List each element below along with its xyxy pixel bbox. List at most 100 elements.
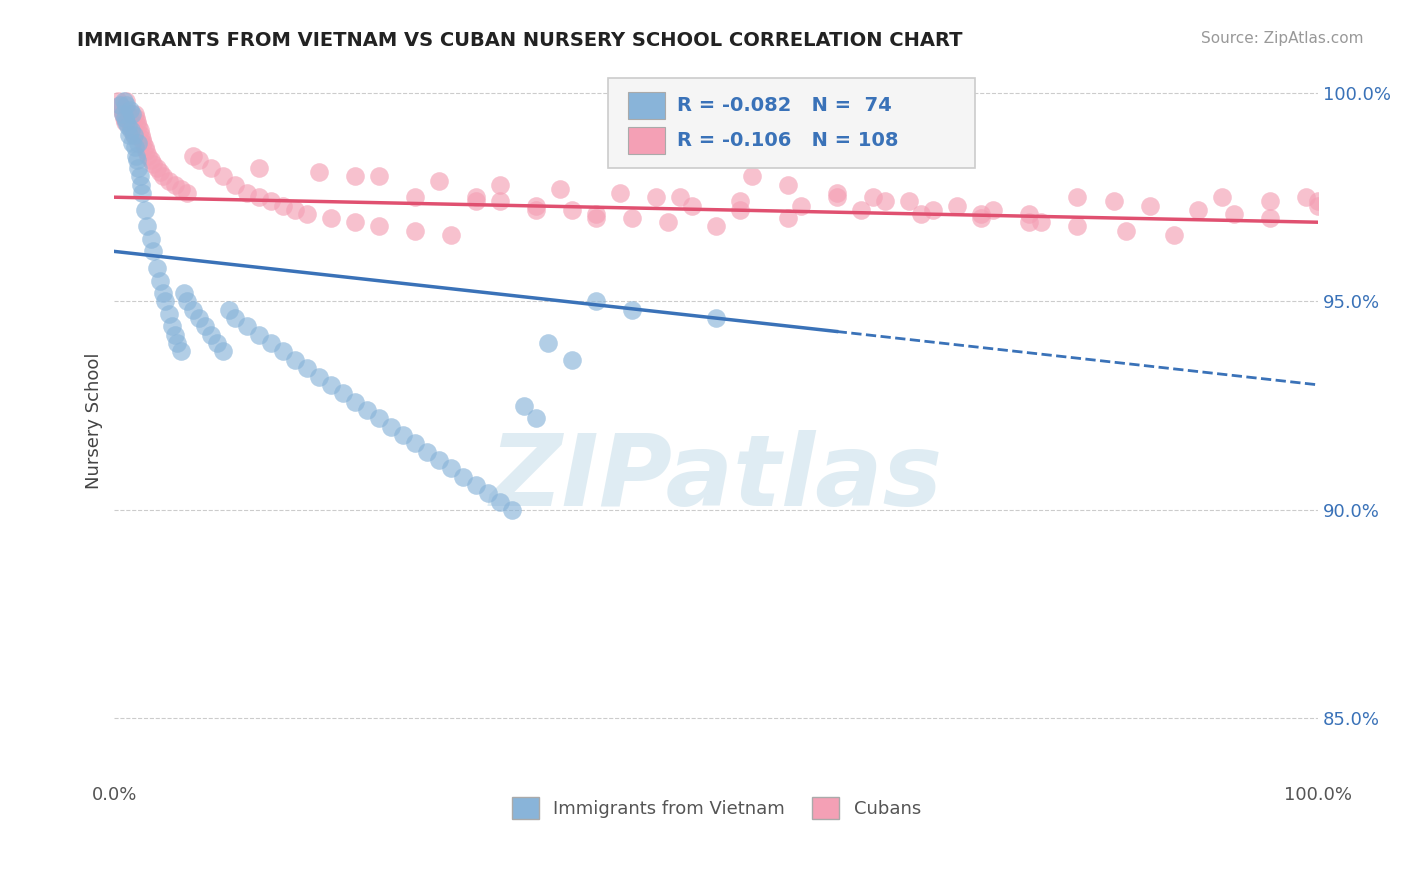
Point <box>132 136 155 150</box>
Point <box>1163 227 1185 242</box>
Point <box>1211 190 1233 204</box>
Point <box>121 123 143 137</box>
Point <box>135 219 157 234</box>
Point <box>319 377 342 392</box>
Point <box>368 169 391 184</box>
Point <box>115 103 138 117</box>
Point <box>730 194 752 209</box>
Point <box>825 190 848 204</box>
Point <box>127 120 149 134</box>
Point <box>862 190 884 204</box>
Point <box>127 115 149 129</box>
Point <box>645 190 668 204</box>
Point <box>440 461 463 475</box>
Point <box>271 344 294 359</box>
Point <box>440 227 463 242</box>
Point <box>187 153 209 167</box>
Point <box>111 103 134 117</box>
Point <box>1102 194 1125 209</box>
Point <box>125 111 148 125</box>
Point <box>464 194 486 209</box>
Point <box>548 182 571 196</box>
Point <box>946 198 969 212</box>
Point <box>200 327 222 342</box>
Point <box>922 202 945 217</box>
Point <box>344 394 367 409</box>
Point <box>380 419 402 434</box>
Point <box>585 207 607 221</box>
Point <box>128 123 150 137</box>
Point <box>153 294 176 309</box>
Point <box>561 352 583 367</box>
Point <box>368 411 391 425</box>
Point <box>149 165 172 179</box>
Point <box>128 169 150 184</box>
Point <box>681 198 703 212</box>
Point <box>169 344 191 359</box>
Point <box>194 319 217 334</box>
Point <box>524 411 547 425</box>
Point <box>142 157 165 171</box>
Point <box>169 182 191 196</box>
Point <box>117 120 139 134</box>
Point <box>429 173 451 187</box>
Point <box>122 128 145 142</box>
Point <box>142 244 165 259</box>
Point <box>114 111 136 125</box>
Point <box>111 107 134 121</box>
Y-axis label: Nursery School: Nursery School <box>86 352 103 489</box>
Point <box>211 169 233 184</box>
Point <box>1018 207 1040 221</box>
Point <box>1018 215 1040 229</box>
Point <box>145 261 167 276</box>
Point <box>107 95 129 109</box>
FancyBboxPatch shape <box>607 78 976 168</box>
Point <box>218 302 240 317</box>
Point <box>464 478 486 492</box>
Point <box>152 169 174 184</box>
Point <box>308 165 330 179</box>
Point <box>524 198 547 212</box>
Point <box>115 115 138 129</box>
Point <box>488 494 510 508</box>
Point <box>110 98 132 112</box>
Point <box>131 132 153 146</box>
Point <box>849 202 872 217</box>
Point <box>139 232 162 246</box>
Point <box>111 107 134 121</box>
Point <box>134 202 156 217</box>
FancyBboxPatch shape <box>628 92 665 120</box>
Point <box>271 198 294 212</box>
Point <box>181 302 204 317</box>
Point <box>224 178 246 192</box>
Point <box>970 211 993 225</box>
Point <box>741 169 763 184</box>
Point <box>149 274 172 288</box>
Point <box>1187 202 1209 217</box>
Point <box>135 145 157 159</box>
Point <box>121 136 143 150</box>
Text: R = -0.106   N = 108: R = -0.106 N = 108 <box>676 131 898 150</box>
Point <box>152 286 174 301</box>
Point <box>1308 198 1330 212</box>
Point <box>176 186 198 200</box>
Point <box>429 453 451 467</box>
Point <box>453 469 475 483</box>
Point <box>585 211 607 225</box>
Point <box>136 148 159 162</box>
Point <box>356 402 378 417</box>
Point <box>120 123 142 137</box>
Point <box>181 148 204 162</box>
Point <box>247 327 270 342</box>
Point <box>145 161 167 175</box>
Point <box>127 161 149 175</box>
Point <box>657 215 679 229</box>
Point <box>621 211 644 225</box>
Point <box>1066 190 1088 204</box>
Point <box>120 120 142 134</box>
Point <box>368 219 391 234</box>
Text: R = -0.082   N =  74: R = -0.082 N = 74 <box>676 96 891 115</box>
Point <box>127 153 149 167</box>
Point <box>117 107 139 121</box>
Point <box>200 161 222 175</box>
